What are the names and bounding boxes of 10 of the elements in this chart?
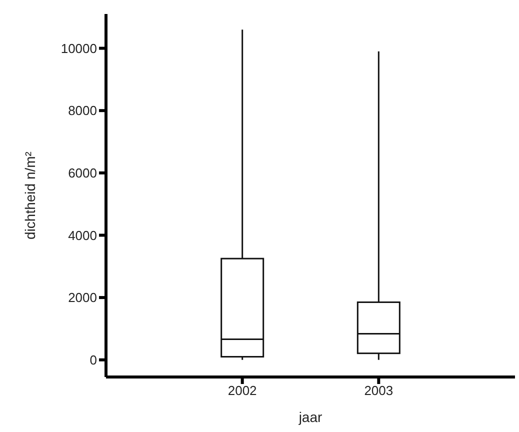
y-tick-label: 2000	[68, 290, 97, 306]
y-tick-label: 8000	[68, 103, 97, 118]
x-axis-title: jaar	[298, 409, 323, 425]
y-tick-label: 0	[90, 352, 97, 368]
y-tick-label: 4000	[68, 228, 97, 243]
y-tick-label: 10000	[60, 40, 97, 56]
x-tick-label: 2002	[228, 383, 257, 398]
y-tick-label: 6000	[68, 166, 97, 181]
y-axis-title: dichtheid n/m²	[22, 151, 38, 240]
x-tick-label: 2003	[364, 383, 394, 398]
